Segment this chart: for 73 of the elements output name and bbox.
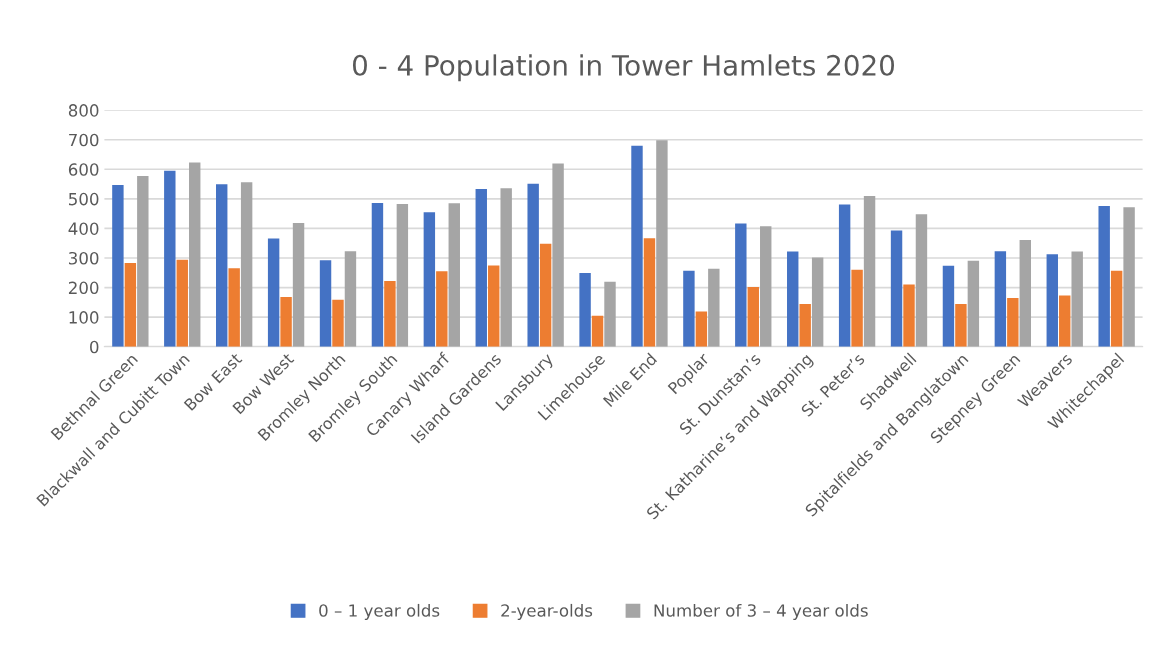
bar [164,170,176,347]
bar [488,265,500,347]
bar [527,183,539,347]
bar [1098,205,1110,347]
y-tick-label: 300 [69,251,99,265]
bar [890,230,903,347]
bar [1007,297,1019,347]
bar [371,202,384,347]
y-tick-label: 100 [69,311,99,324]
bar [240,182,253,347]
bar [1019,239,1031,347]
y-tick-label: 400 [68,222,99,235]
bar [384,281,396,347]
bar [280,297,292,347]
bar [1059,295,1071,347]
bar [799,304,811,347]
bar [448,203,460,347]
bar [863,195,876,347]
bar [228,268,240,347]
bar [994,251,1007,347]
bar [656,140,668,347]
bar [216,184,228,347]
bar [903,284,915,347]
bar [475,189,487,347]
bar [760,226,772,347]
bar [838,204,851,347]
bar [695,311,708,347]
bar [267,238,280,347]
y-tick-label: 800 [68,104,99,117]
bar [955,304,967,347]
bar [332,299,344,347]
bar [292,223,305,347]
bar [189,162,201,347]
y-tick-label: 0 [90,340,99,354]
bar [344,251,357,347]
bar [1071,251,1083,347]
y-tick-label: 600 [68,163,99,176]
bar [319,260,332,347]
bar [683,270,695,347]
bar [1046,254,1058,347]
bar [436,271,448,347]
bar [137,176,149,347]
bar [747,286,759,347]
bar [631,145,643,347]
y-tick-label: 200 [68,281,99,295]
bar [787,251,799,347]
bar [423,212,436,347]
legend-label: Number of 3 – 4 year olds [654,603,868,621]
bar [811,257,824,347]
bar [967,260,980,347]
bar [851,269,863,347]
legend-label: 2-year-olds [501,603,593,621]
chart-title: 0 - 4 Population in Tower Hamlets 2020 [352,54,895,82]
bar [735,223,747,347]
y-tick-label: 700 [69,133,99,147]
bar [579,273,591,347]
bar [643,238,656,347]
bar [396,203,409,347]
bar [708,268,720,347]
bar [591,315,604,347]
bar [915,214,928,347]
bar [942,265,955,347]
legend-label: 0 – 1 year olds [319,603,440,621]
y-tick-label: 500 [69,192,99,206]
bar [552,163,564,347]
bar [112,184,124,347]
bar [539,243,552,347]
bar [176,259,188,347]
bar [604,281,616,347]
bar [1123,207,1135,347]
bar [1110,270,1123,347]
bar [124,263,137,347]
bar [500,188,512,347]
